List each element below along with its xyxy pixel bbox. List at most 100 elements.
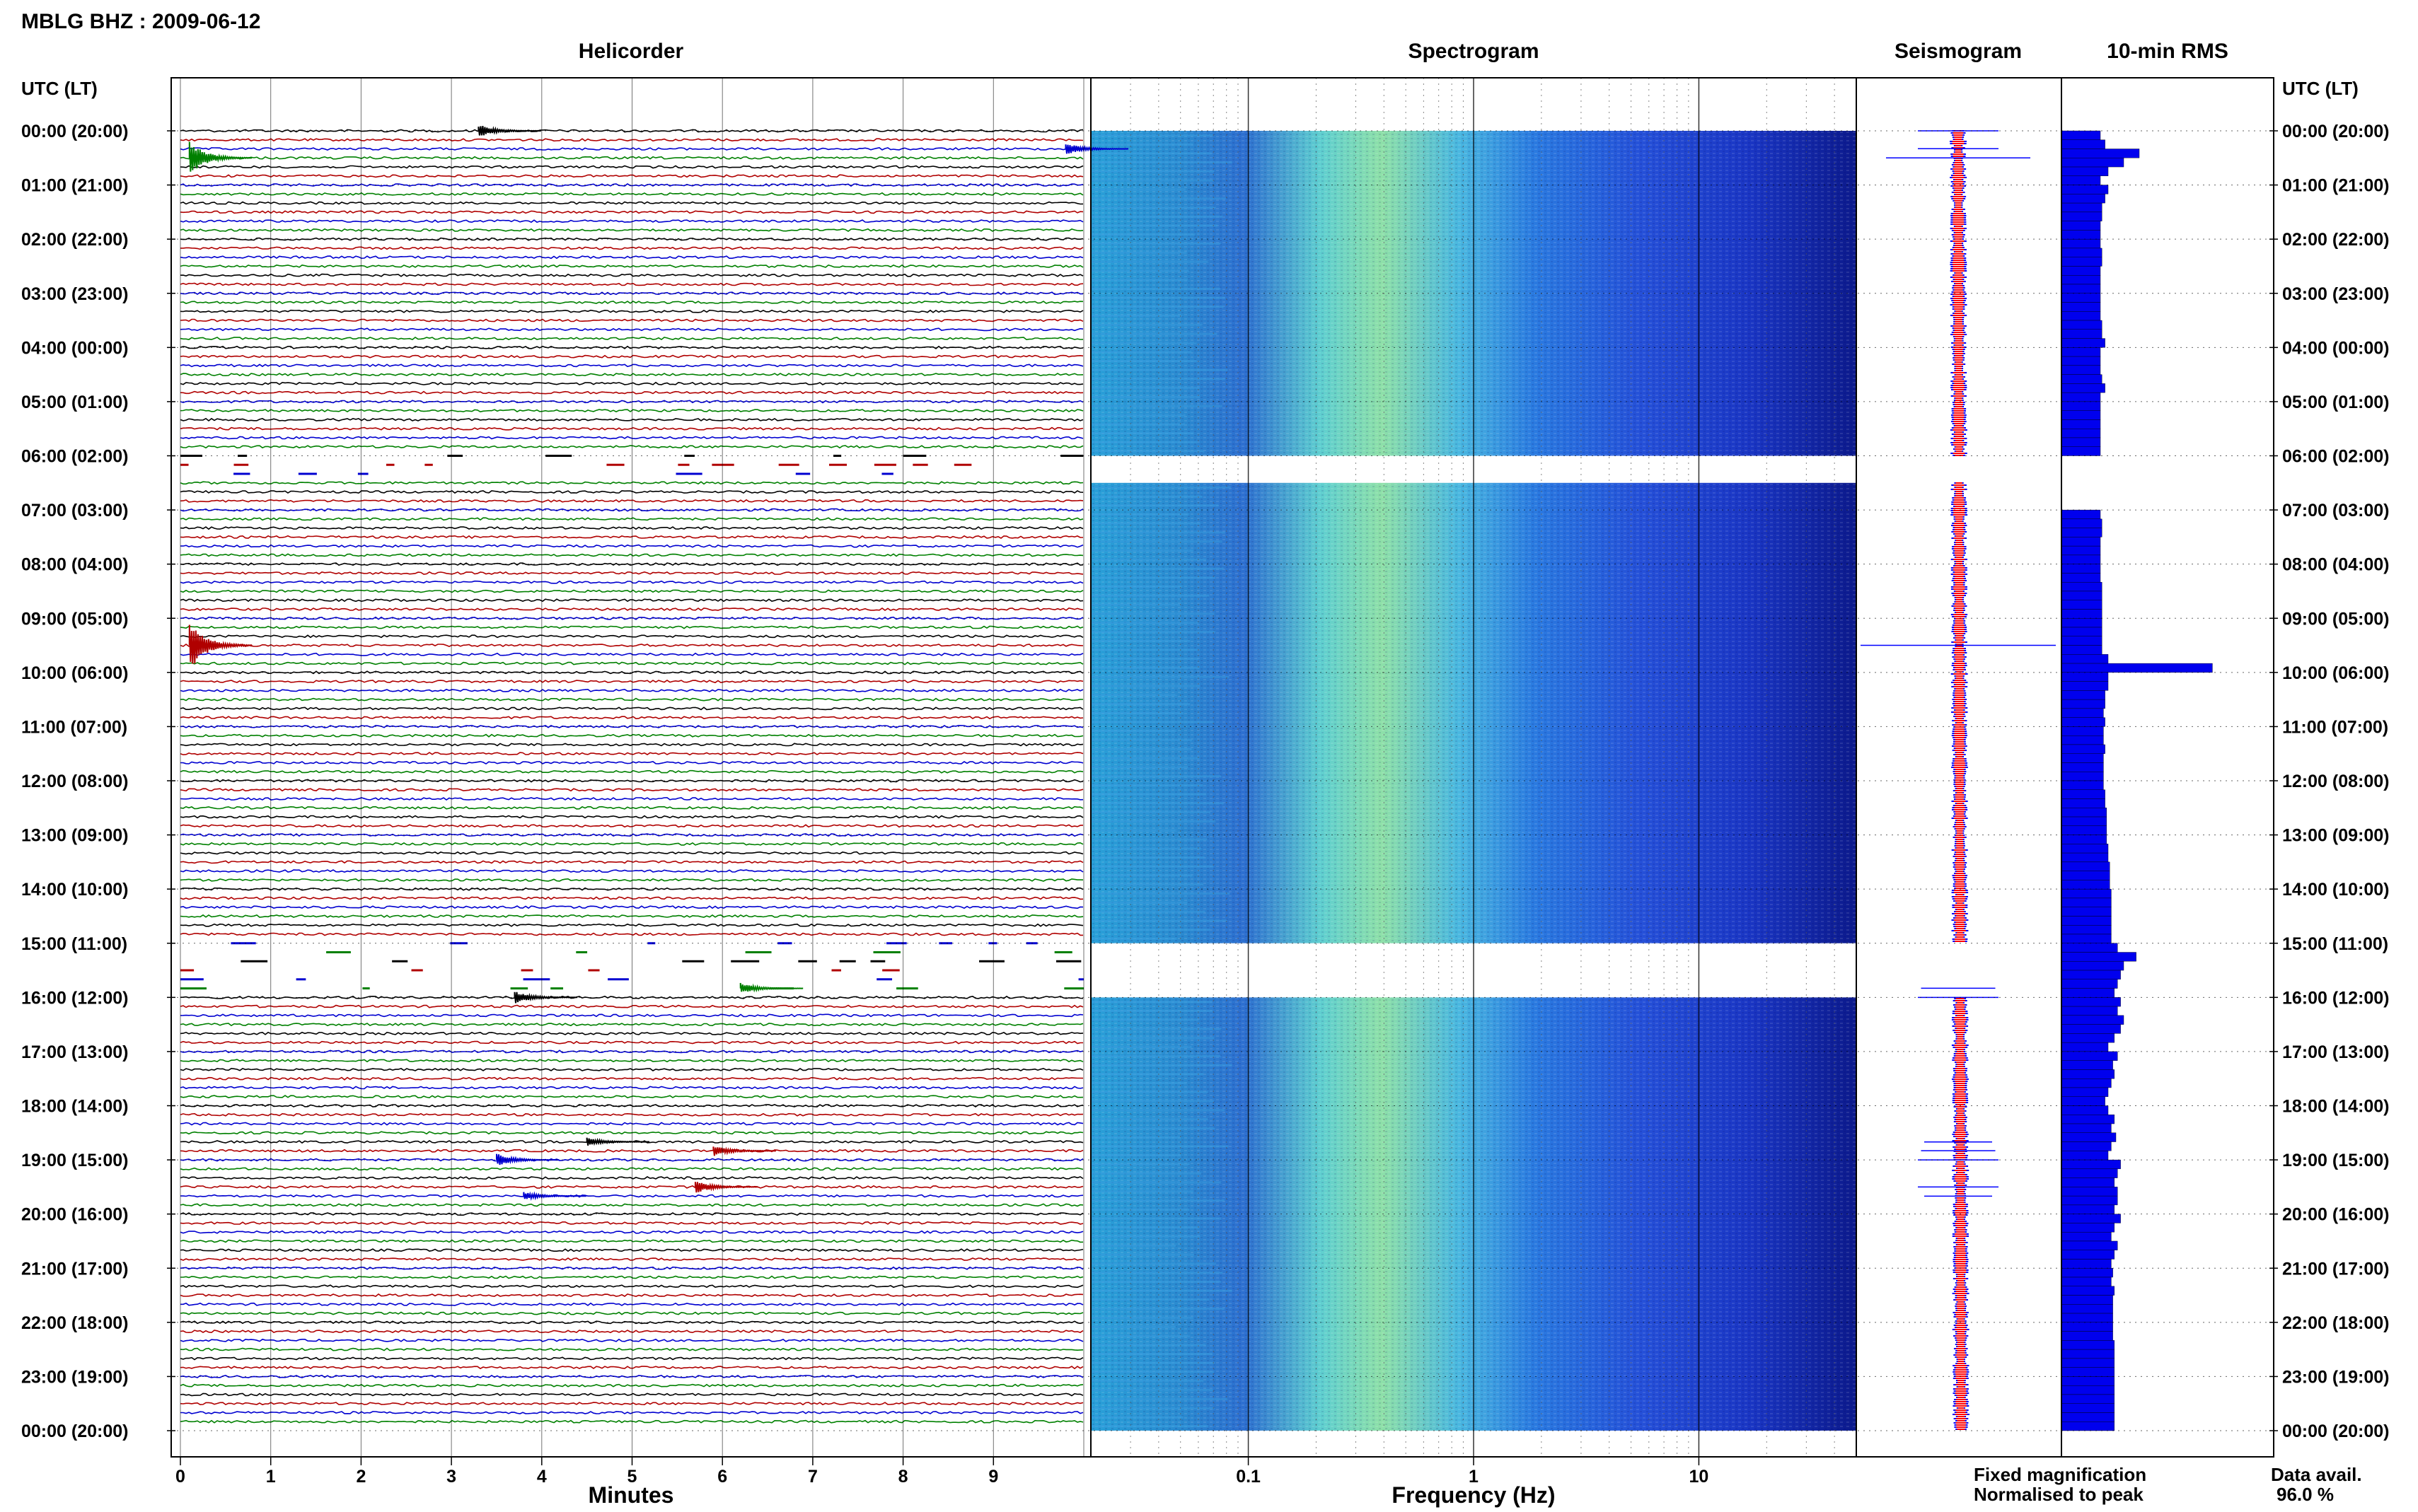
rms-bar [2061,1151,2109,1161]
minute-tick-label: 3 [446,1467,456,1487]
time-label-right: 04:00 (00:00) [2282,338,2389,358]
rms-bar [2061,699,2105,709]
rms-bar [2061,1141,2112,1151]
rms-bar [2061,374,2102,384]
time-label-right: 05:00 (01:00) [2282,392,2389,412]
seismic-event [495,1153,560,1165]
rms-bar [2061,238,2101,249]
rms-bar [2061,1331,2113,1341]
left-time-axis-label: UTC (LT) [21,78,98,99]
rms-bar [2061,772,2104,781]
rms-bar [2061,401,2101,411]
rms-bar [2061,888,2112,899]
rms-bar [2061,816,2107,827]
seismic-event [694,1182,758,1193]
frequency-tick-label: 1 [1469,1467,1479,1487]
time-label-left: 21:00 (17:00) [21,1259,128,1279]
rms-bar [2061,861,2110,871]
rms-bar [2061,1069,2115,1079]
seismic-event [188,624,253,664]
time-label-left: 02:00 (22:00) [21,230,128,250]
rms-bar [2061,248,2102,257]
time-label-left: 06:00 (02:00) [21,447,128,467]
frequency-tick-label: 10 [1689,1467,1709,1487]
rms-bar [2061,1394,2115,1404]
rms-bar [2061,690,2105,700]
rms-bar [2061,798,2105,808]
rms-bar [2061,1033,2115,1043]
rms-bar [2061,221,2101,231]
right-time-axis-label: UTC (LT) [2282,78,2359,99]
rms-bar [2061,545,2101,556]
time-label-left: 00:00 (20:00) [21,122,128,141]
seismic-event [514,991,578,1004]
rms-bar [2061,1195,2118,1206]
rms-bar [2061,880,2110,890]
rms-bar [2061,446,2101,456]
rms-bar [2061,1304,2113,1314]
time-label-right: 15:00 (11:00) [2282,934,2388,954]
seismic-event [188,141,253,172]
rms-bar [2061,916,2112,926]
rms-bar [2061,581,2102,592]
rms-bar [2061,654,2109,664]
seismic-event [478,125,542,136]
rms-bar [2061,627,2102,636]
time-label-right: 13:00 (09:00) [2282,826,2389,846]
time-label-left: 11:00 (07:00) [21,717,127,737]
rms-bar [2061,753,2104,763]
time-label-right: 09:00 (05:00) [2282,609,2389,629]
rms-bar [2061,365,2101,375]
rms-bar [2061,645,2102,655]
rms-bar [2061,825,2107,835]
rms-bar [2061,1060,2113,1070]
seismic-event [586,1137,650,1146]
time-label-right: 03:00 (23:00) [2282,284,2389,304]
rms-bar [2061,808,2107,818]
rms-bar [2061,211,2102,221]
time-label-right: 17:00 (13:00) [2282,1042,2389,1062]
time-label-left: 18:00 (14:00) [21,1097,128,1117]
time-label-right: 16:00 (12:00) [2282,988,2389,1008]
helicorder-panel [180,78,1129,1457]
rms-bar [2061,1349,2115,1359]
rms-bar [2061,1421,2115,1431]
rms-bar [2061,266,2101,276]
minute-tick-label: 2 [356,1467,366,1487]
rms-bar [2061,338,2105,348]
seismogram-panel [1861,130,2056,1430]
rms-bar [2061,284,2101,293]
rms-frame [2061,77,2274,1458]
time-label-right: 02:00 (22:00) [2282,230,2389,250]
rms-bar [2061,708,2104,718]
rms-bar [2061,554,2101,564]
rms-bar [2061,852,2109,863]
seismic-event [712,1146,777,1156]
time-label-left: 08:00 (04:00) [21,555,128,575]
rms-bar [2061,780,2104,790]
time-label-left: 16:00 (12:00) [21,988,128,1008]
rms-bar [2061,518,2102,528]
rms-bar [2061,311,2101,321]
rms-bar [2061,202,2102,213]
rms-bar [2061,925,2112,935]
time-label-right: 23:00 (19:00) [2282,1367,2389,1387]
rms-bar [2061,230,2101,240]
rms-bar [2061,175,2101,185]
time-label-right: 19:00 (15:00) [2282,1151,2389,1170]
rms-bar [2061,410,2101,420]
time-label-left: 17:00 (13:00) [21,1042,128,1062]
time-label-left: 00:00 (20:00) [21,1421,128,1441]
time-label-right: 07:00 (03:00) [2282,501,2389,521]
legend-normalised-to-peak: Normalised to peak [1974,1484,2144,1505]
spectrogram-panel [1090,78,1857,1457]
time-label-left: 04:00 (00:00) [21,338,128,358]
rms-bar [2061,1322,2113,1332]
rms-bar [2061,1115,2115,1124]
time-label-right: 14:00 (10:00) [2282,880,2389,900]
time-label-right: 21:00 (17:00) [2282,1259,2389,1279]
rms-bar [2061,636,2102,646]
time-label-right: 01:00 (21:00) [2282,176,2389,196]
rms-bar [2061,194,2105,204]
